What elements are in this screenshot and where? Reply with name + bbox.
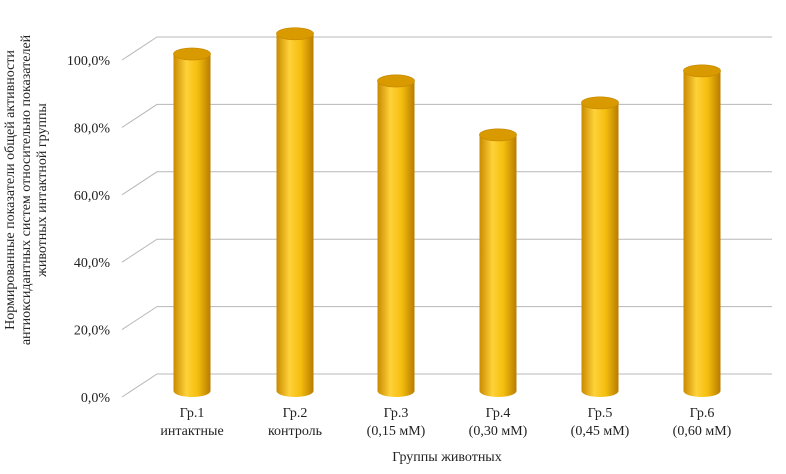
y-tick-label: 60,0%	[74, 189, 111, 204]
bar	[276, 27, 314, 397]
x-tick-label: Гр.4	[486, 406, 511, 421]
bar	[479, 128, 517, 398]
x-tick-label: (0,45 мМ)	[571, 424, 630, 439]
bars	[173, 27, 721, 398]
x-tick-label: Гр.3	[384, 406, 409, 421]
x-tick-label: (0,60 мМ)	[673, 424, 732, 439]
gridline	[121, 373, 772, 398]
y-tick-label: 40,0%	[74, 256, 111, 271]
y-tick-label: 100,0%	[67, 54, 111, 69]
y-tick-label: 80,0%	[74, 121, 111, 136]
gridline	[121, 36, 772, 61]
gridlines	[121, 36, 772, 398]
y-axis-title-line: Нормированные показатели общей активност…	[3, 50, 18, 330]
y-axis-title-line: антиоксидантных систем относительно пока…	[19, 34, 34, 345]
y-axis-title: Нормированные показатели общей активност…	[3, 34, 50, 345]
x-axis-title: Группы животных	[392, 450, 501, 465]
x-tick-label: (0,15 мМ)	[367, 424, 426, 439]
x-axis-labels: Гр.1 интактные Гр.2 контроль Гр.3 (0,15 мМ) Гр…	[160, 406, 731, 439]
x-tick-label: Гр.1	[180, 406, 205, 421]
x-tick-label: (0,30 мМ)	[469, 424, 528, 439]
y-tick-label: 20,0%	[74, 324, 111, 339]
x-tick-label: контроль	[268, 424, 322, 439]
gridline	[121, 103, 772, 128]
bar	[683, 64, 721, 398]
gridline	[121, 171, 772, 196]
y-tick-label: 0,0%	[81, 391, 111, 406]
x-tick-label: интактные	[160, 424, 223, 439]
bar	[581, 96, 619, 398]
gridline	[121, 238, 772, 263]
bar	[377, 74, 415, 398]
y-axis-ticks: 0,0% 20,0% 40,0% 60,0% 80,0% 100,0%	[67, 54, 111, 406]
x-tick-label: Гр.2	[283, 406, 308, 421]
bar	[173, 47, 211, 398]
y-axis-title-line: животных интактной группы	[35, 103, 50, 278]
gridline	[121, 306, 772, 331]
x-tick-label: Гр.5	[588, 406, 613, 421]
x-tick-label: Гр.6	[690, 406, 715, 421]
